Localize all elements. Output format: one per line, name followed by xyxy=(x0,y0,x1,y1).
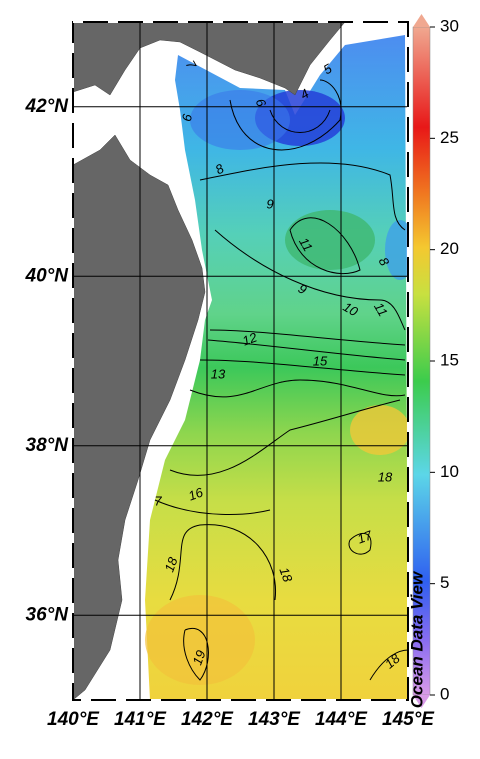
contour-label: 7 xyxy=(154,493,162,508)
data-field xyxy=(145,35,408,700)
contour-label: 9 xyxy=(266,196,273,211)
contour-label: 17 xyxy=(355,527,374,546)
y-tick-label: 40°N xyxy=(25,265,70,286)
x-tick-label: 145°E xyxy=(382,709,435,730)
x-tick-label: 141°E xyxy=(114,709,167,730)
map-area xyxy=(73,22,408,700)
colorbar-tick-label: 5 xyxy=(440,573,449,592)
contour-label: 18 xyxy=(378,469,393,484)
map-frame-ticks xyxy=(72,21,409,701)
contour-label: 16 xyxy=(186,484,205,503)
colorbar-tick-label: 0 xyxy=(440,684,449,703)
warm-blob xyxy=(350,405,408,455)
contour-label: 15 xyxy=(313,353,328,368)
low-blob xyxy=(190,90,290,150)
watermark: Ocean Data View xyxy=(407,570,426,708)
contour-label: 18 xyxy=(161,555,180,574)
land xyxy=(73,22,346,96)
x-tick-label: 142°E xyxy=(181,709,234,730)
y-tick-label: 36°N xyxy=(26,604,70,625)
x-tick-label: 144°E xyxy=(315,709,368,730)
x-tick-label: 140°E xyxy=(47,709,100,730)
colorbar-tick-label: 10 xyxy=(440,462,459,481)
colorbar-tick-label: 30 xyxy=(440,16,459,35)
contour-label: 13 xyxy=(211,366,226,381)
colorbar-tick-label: 20 xyxy=(440,239,459,258)
colorbar-max-arrow xyxy=(413,14,430,27)
x-tick-label: 143°E xyxy=(248,709,301,730)
warm-blob xyxy=(145,595,255,685)
y-tick-label: 38°N xyxy=(26,435,70,456)
colorbar-min-arrow xyxy=(413,695,430,708)
contour-label: 12 xyxy=(240,329,259,348)
warm-blob xyxy=(285,210,375,270)
cold-blob xyxy=(385,220,408,280)
contour-label: 11 xyxy=(296,235,316,254)
contour-label: 11 xyxy=(371,300,391,319)
contour-label: 18 xyxy=(276,565,295,584)
y-tick-label: 42°N xyxy=(25,96,70,117)
contour-label: 19 xyxy=(189,648,208,667)
contours xyxy=(154,79,408,681)
colorbar-tick-label: 15 xyxy=(440,350,459,369)
contour-label: 6 xyxy=(179,112,195,122)
colorbar-tick-label: 25 xyxy=(440,128,459,147)
